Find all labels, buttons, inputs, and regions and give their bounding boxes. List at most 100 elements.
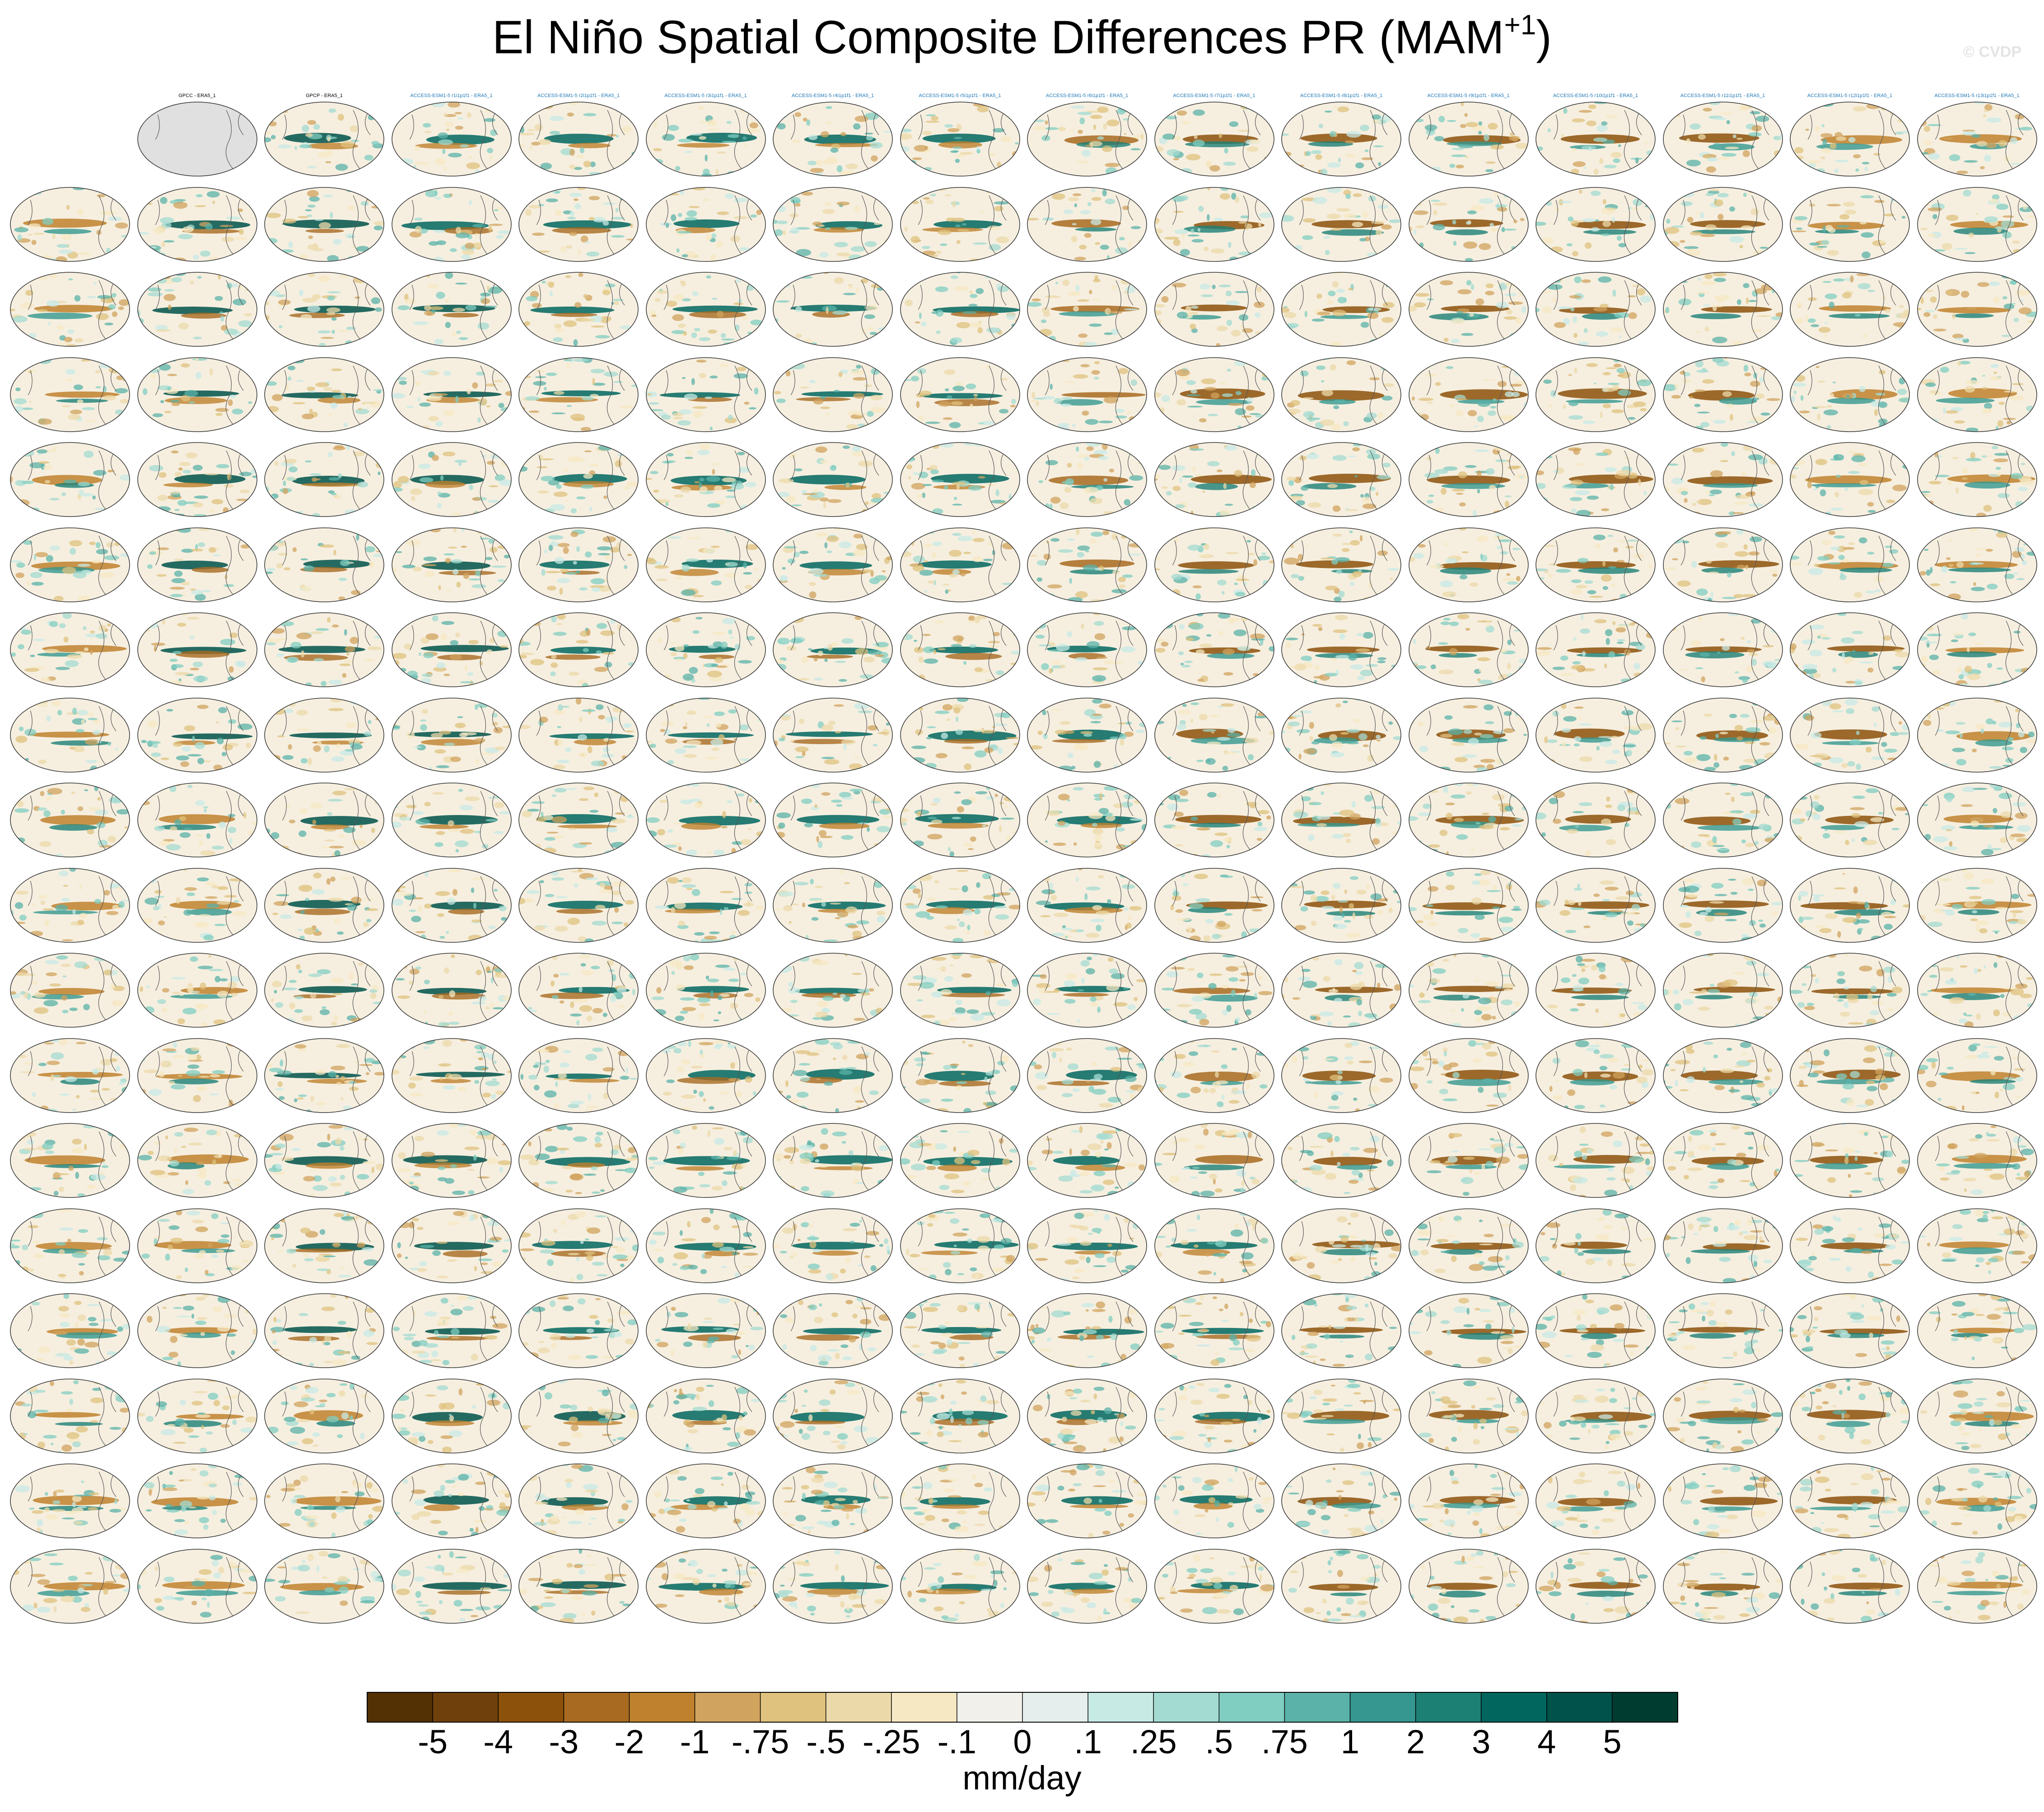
map-panel [645,697,766,773]
map-panel [518,102,639,177]
map-panel [1154,1378,1274,1453]
map-panel [1535,102,1656,177]
map-panel [1154,1123,1274,1198]
map-panel [1027,186,1147,262]
map-panel [1662,783,1783,857]
map-panel [264,1208,384,1283]
map-panel [1408,1463,1529,1538]
colorbar-tick-label: -.75 [731,1723,789,1761]
map-panel [10,867,130,943]
map-panel [1408,186,1529,262]
map-panel [645,1548,766,1624]
map-panel [1281,442,1401,517]
map-panel [137,1463,257,1538]
map-panel [518,953,639,1028]
map-panel [1917,867,2037,943]
map-panel [645,442,766,517]
map-panel [1917,1293,2037,1368]
map-panel [773,1123,893,1198]
map-panel [900,357,1020,432]
map-panel [1917,272,2037,347]
map-panel [1917,953,2037,1028]
map-panel [264,442,384,517]
map-panel [264,697,384,773]
map-panel [773,1463,893,1538]
map-panel [1408,867,1529,943]
map-panel [1917,1463,2037,1538]
map-panel [1027,357,1147,432]
map-panel [1408,102,1529,177]
map-panel [264,186,384,262]
map-panel [10,1378,130,1453]
map-panel [900,953,1020,1028]
map-panel [1281,102,1401,177]
map-panel [645,612,766,687]
colorbar-swatch [1088,1692,1154,1722]
map-panel [1917,1123,2037,1198]
map-panel [645,186,766,262]
map-panel [900,612,1020,687]
map-panel [1027,867,1147,943]
map-panel [264,527,384,602]
colorbar-swatch [629,1692,695,1722]
colorbar-tick-label: 0 [1013,1723,1032,1761]
colorbar-swatch [1153,1692,1219,1722]
colorbar-swatch [498,1692,564,1722]
map-panel [137,1293,257,1368]
map-panel [1281,1463,1401,1538]
map-panel [391,186,512,262]
map-panel [1917,527,2037,602]
map-panel [1662,272,1783,347]
map-panel [518,1208,639,1283]
map-panel [1790,867,1910,943]
map-panel [391,272,512,347]
map-panel [1917,1548,2037,1624]
map-panel [1027,1463,1147,1538]
map-panel [1154,527,1274,602]
map-panel [1790,442,1910,517]
map-panel [1535,357,1656,432]
panel-title: ACCESS-ESM1-5 r10i1p1f1 - ERA5_1 [1553,93,1638,98]
map-panel [1917,1208,2037,1283]
colorbar-tick-label: 1 [1340,1723,1360,1761]
map-panel [518,1548,639,1624]
map-panel [773,527,893,602]
panel-title: ACCESS-ESM1-5 r11i1p1f1 - ERA5_1 [1680,93,1765,98]
map-panel [900,867,1020,943]
map-panel [1027,102,1147,177]
map-panel [264,612,384,687]
map-panel [1408,612,1529,687]
map-panel [264,1123,384,1198]
map-panel [391,783,512,857]
map-panel [1535,697,1656,773]
map-panel [645,953,766,1028]
map-panel [900,527,1020,602]
map-panel [1154,1038,1274,1113]
map-panel [645,1378,766,1453]
map-panel [1154,867,1274,943]
colorbar-tick-label: -5 [418,1723,448,1761]
map-panel [773,867,893,943]
map-panel [900,1123,1020,1198]
map-panel [264,272,384,347]
map-panel [773,1378,893,1453]
map-panel [900,1463,1020,1538]
colorbar-tick-label: -.25 [863,1723,920,1761]
map-panel [391,953,512,1028]
map-panel [1662,186,1783,262]
map-panel [1790,1548,1910,1624]
map-panel [1790,1123,1910,1198]
map-panel [1790,102,1910,177]
map-panel [1027,1123,1147,1198]
map-panel [1662,867,1783,943]
map-panel [391,357,512,432]
map-panel [1790,272,1910,347]
map-panel [900,1378,1020,1453]
map-panel [1281,357,1401,432]
map-panel [1535,186,1656,262]
map-panel [773,1208,893,1283]
map-panel [1154,357,1274,432]
colorbar-tick-label: 5 [1603,1723,1622,1761]
colorbar-swatch [1350,1692,1416,1722]
map-panel [1154,953,1274,1028]
